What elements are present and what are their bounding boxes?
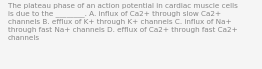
Text: The plateau phase of an action potential in cardiac muscle cells
is due to the _: The plateau phase of an action potential… xyxy=(8,3,238,41)
